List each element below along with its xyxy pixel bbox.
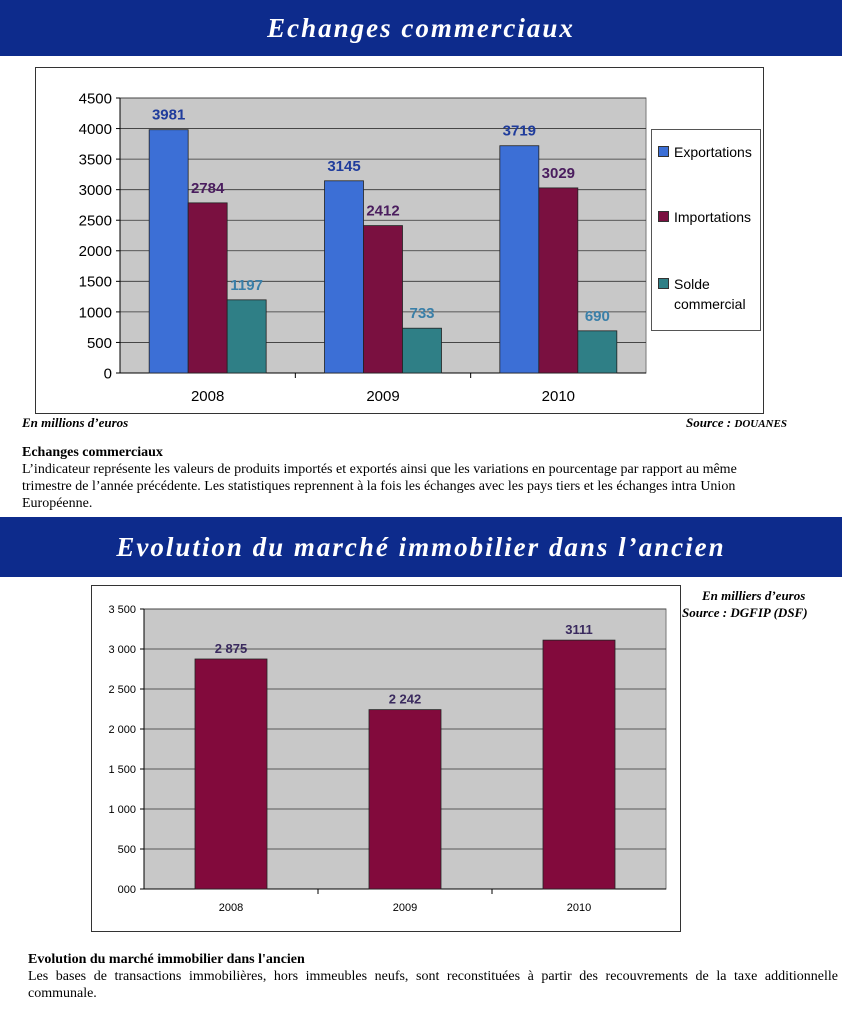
chart2-y-tick-label: 2 000 [108,724,136,736]
chart2-y-tick-label: 500 [118,844,136,856]
chart1-bar [226,299,267,374]
desc-title-echanges: Echanges commerciaux [22,445,163,460]
source-note-dgfip: Source : DGFIP (DSF) [682,605,808,620]
chart1-bar [402,327,442,374]
chart1-y-tick-label: 3000 [79,182,112,199]
legend-label-importations: Importations [674,209,752,225]
chart1-bar [187,202,228,374]
chart1-data-label: 2784 [191,180,225,197]
chart1-data-label: 3981 [152,107,185,124]
unit-note-millions: En millions d’euros [22,415,129,430]
chart1-y-tick-label: 3500 [79,152,112,169]
section-banner-echanges: Echanges commerciaux [0,0,842,56]
desc-text-echanges: L’indicateur représente les valeurs de p… [22,462,737,511]
source-note-douanes: Source : DOUANES [686,415,787,431]
chart1-y-tick-label: 2000 [79,243,112,260]
chart2-y-tick-label: 1 000 [108,804,136,816]
chart2-data-label: 2 875 [215,641,248,656]
desc-title-immobilier: Evolution du marché immobilier dans l'an… [28,952,305,967]
chart1-y-tick-label: 1500 [79,274,112,291]
chart2-y-tick-label: 2 500 [108,684,136,696]
chart1-data-label: 3145 [327,158,360,175]
chart2-data-label: 2 242 [389,692,422,707]
chart2-data-label: 3111 [565,622,593,637]
chart1-y-tick-label: 1000 [79,304,112,321]
chart1-data-label: 2412 [366,203,399,220]
chart-legend: Exportations Importations Solde commerci… [651,129,761,331]
chart1-y-tick-label: 500 [87,335,112,352]
chart1-y-tick-label: 4500 [79,90,112,107]
legend-item-importations: Importations [658,207,751,227]
chart2-bar [542,639,616,890]
section-banner-immobilier: Evolution du marché immobilier dans l’an… [0,517,842,577]
chart2-x-tick-label: 2009 [393,902,417,914]
legend-item-exportations: Exportations [658,142,752,162]
desc-text-immobilier: Les bases de transactions immobilières, … [28,969,838,1001]
chart2-bar [194,658,268,890]
chart1-data-label: 1197 [230,277,263,294]
chart1-bar [499,145,540,374]
chart1-x-tick-label: 2009 [366,388,399,405]
chart1-bar [538,187,579,374]
chart1-x-tick-label: 2010 [542,388,575,405]
unit-note-milliers: En milliers d’euros [702,588,806,603]
source-name: DOUANES [734,418,787,430]
chart2-y-tick-label: 1 500 [108,764,136,776]
chart2-y-tick-label: 3 500 [108,604,136,616]
legend-label-solde: Solde commercial [674,276,746,312]
legend-label-exportations: Exportations [674,144,752,160]
legend-item-solde: Solde commercial [658,274,746,314]
chart1-y-tick-label: 4000 [79,121,112,138]
legend-swatch-exportations [658,146,669,157]
chart1-x-tick-label: 2008 [191,388,224,405]
chart1-bar [363,225,403,374]
chart1-y-tick-label: 0 [104,365,112,382]
chart2-y-tick-label: 000 [118,884,136,896]
source-prefix: Source : [686,415,732,430]
chart2-x-tick-label: 2008 [219,902,243,914]
chart1-data-label: 733 [409,305,434,322]
chart2-y-tick-label: 3 000 [108,644,136,656]
chart2-bar [368,709,442,890]
chart2-x-tick-label: 2010 [567,902,591,914]
chart1-data-label: 3029 [542,165,575,182]
chart1-y-tick-label: 2500 [79,213,112,230]
chart1-bar [577,330,618,374]
legend-swatch-solde [658,278,669,289]
legend-swatch-importations [658,211,669,222]
chart1-data-label: 3719 [503,123,536,140]
chart1-data-label: 690 [585,308,610,325]
